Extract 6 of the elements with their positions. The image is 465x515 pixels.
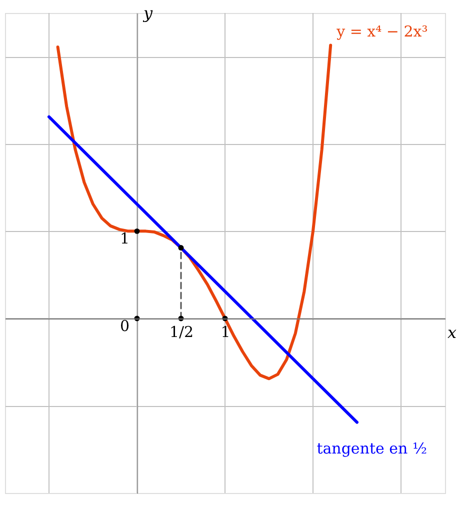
- series-label: y = x⁴ − 2x³: [336, 22, 428, 40]
- x-axis-title: x: [448, 322, 457, 342]
- x-tick-label: 1/2: [169, 322, 194, 341]
- series-label: tangente en ½: [316, 439, 427, 458]
- y-tick-label: 0: [120, 316, 130, 335]
- y-axis-title: y: [142, 4, 154, 22]
